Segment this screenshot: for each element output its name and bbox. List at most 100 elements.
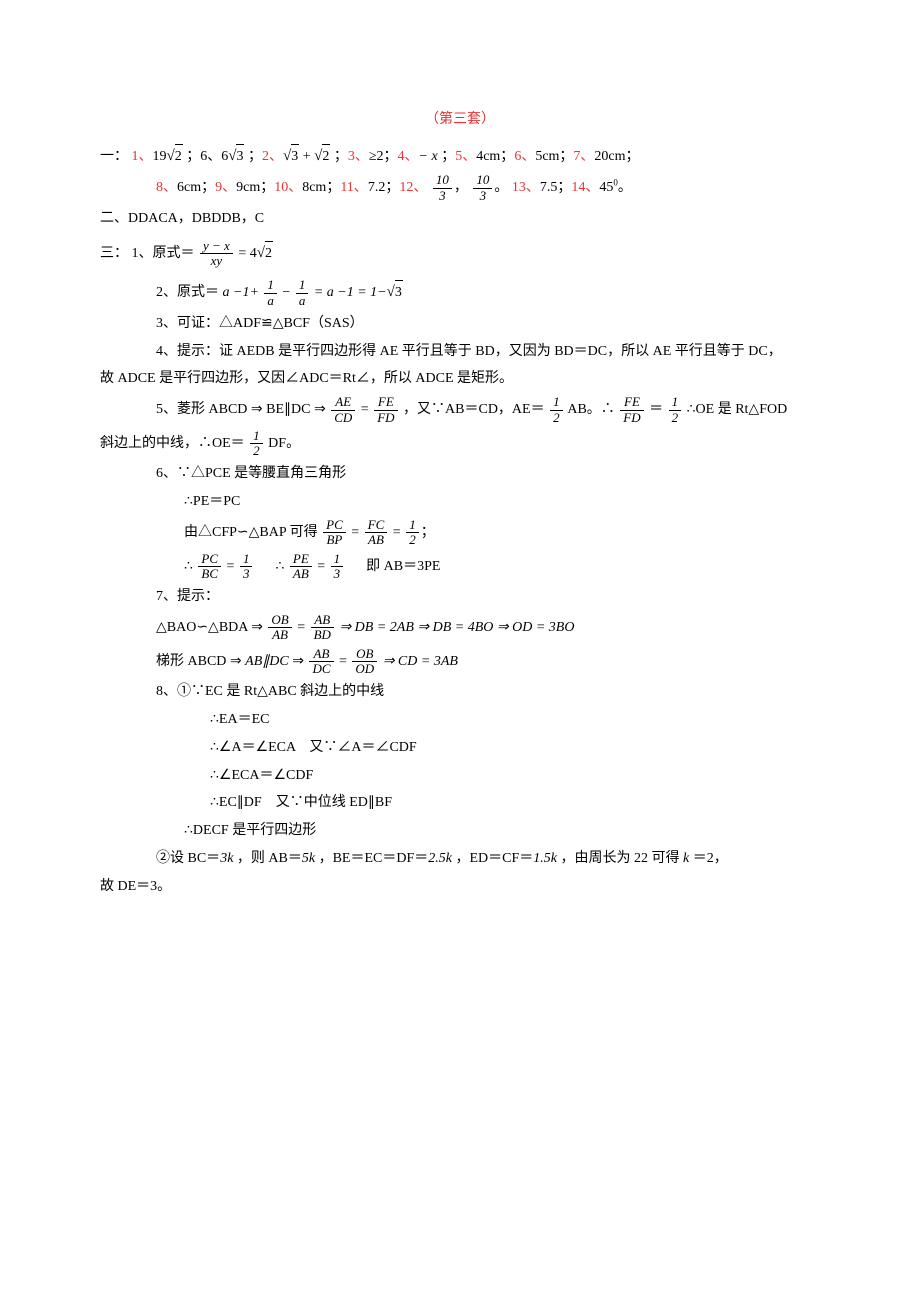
txt: ＝2， (693, 851, 728, 866)
arrow-icon: ⇒ (251, 402, 263, 417)
q2-prefix: 2、原式＝ (156, 285, 219, 300)
section-3-q2: 2、原式＝ a −1+ 1a − 1a = a −1 = 1−3 (100, 278, 820, 308)
q8-l2: ∴EA＝EC (100, 708, 820, 732)
section-3-q5a: 5、菱形 ABCD ⇒ BE∥DC ⇒ AECD = FEFD ，又∵AB＝CD… (100, 395, 820, 425)
frac-den: 2 (669, 411, 682, 425)
expr: a −1+ (223, 285, 259, 300)
frac-den: OD (352, 662, 377, 676)
frac-num: OB (352, 647, 377, 662)
frac-num: PC (323, 518, 346, 533)
arrow-icon: ⇒ (314, 402, 326, 417)
item-num: 10、 (274, 180, 302, 195)
txt: ，则 AB＝ (237, 851, 302, 866)
q7-l2: △BAO∽△BDA ⇒ OBAB = ABBD ⇒ DB = 2AB ⇒ DB … (100, 613, 820, 643)
item-num: 9、 (215, 180, 236, 195)
label-one: 一： (100, 149, 128, 164)
txt: DF。 (268, 436, 300, 451)
radicand: 3 (395, 280, 403, 305)
txt: ，ED＝CF＝ (455, 851, 533, 866)
txt: ，BE＝EC＝DF＝ (319, 851, 429, 866)
txt: 即 AB＝3PE (366, 559, 440, 574)
frac-den: 2 (550, 411, 563, 425)
frac-num: 1 (669, 395, 682, 410)
frac-den: 3 (240, 567, 253, 581)
txt: △BAO∽△BDA (156, 620, 248, 635)
frac-den: xy (200, 254, 233, 268)
txt: AB。∴ (567, 402, 614, 417)
frac-num: OB (268, 613, 291, 628)
frac-num: AB (311, 613, 334, 628)
frac-den: FD (374, 411, 397, 425)
frac-den: a (264, 294, 277, 308)
therefore: ∴ (184, 559, 193, 574)
frac-den: BC (198, 567, 221, 581)
frac-num: AE (331, 395, 355, 410)
txt: BE∥DC (266, 402, 310, 417)
section-3-q4b: 故 ADCE 是平行四边形，又因∠ADC＝Rt∠，所以 ADCE 是矩形。 (100, 367, 820, 391)
item-num: 2、 (262, 149, 283, 164)
q8-l1: 8、①∵EC 是 Rt△ABC 斜边上的中线 (100, 680, 820, 704)
q8-l7: ②设 BC＝3k ，则 AB＝5k ，BE＝EC＝DF＝2.5k ，ED＝CF＝… (100, 847, 820, 871)
frac-num: 1 (250, 429, 263, 444)
q8-l3: ∴∠A＝∠ECA 又∵∠A＝∠CDF (100, 736, 820, 760)
q8-l6: ∴DECF 是平行四边形 (100, 819, 820, 843)
frac-num: PC (198, 552, 221, 567)
item-num: 1、 (132, 149, 153, 164)
item-num: 13、 (512, 180, 540, 195)
eq: ＝ (649, 402, 663, 417)
frac-num: y − x (200, 239, 233, 254)
frac-num: PE (290, 552, 312, 567)
item-num: 7、 (573, 149, 594, 164)
q8-l4: ∴∠ECA＝∠CDF (100, 764, 820, 788)
txt: 5、菱形 ABCD (156, 402, 247, 417)
frac-num: 1 (240, 552, 253, 567)
frac-den: AB (268, 628, 291, 642)
frac-den: FD (620, 411, 643, 425)
frac-num: AB (309, 647, 333, 662)
minus: − (282, 285, 290, 300)
q7-l3: 梯形 ABCD ⇒ AB∥DC ⇒ ABDC = OBOD ⇒ CD = 3AB (100, 647, 820, 677)
frac-den: AB (365, 533, 388, 547)
frac-num: FC (365, 518, 388, 533)
txt: ②设 BC＝ (156, 851, 220, 866)
txt: ∴OE 是 Rt△FOD (687, 402, 788, 417)
frac-den: 3 (331, 567, 344, 581)
section-1-line-1: 一： 1、192 ；6、63 ；2、3 + 2 ；3、≥2；4、− x ；5、4… (100, 144, 820, 170)
page-title: （第三套） (100, 108, 820, 132)
txt: 斜边上的中线，∴OE＝ (100, 436, 245, 451)
frac-den: a (296, 294, 309, 308)
q7-l1: 7、提示： (100, 585, 820, 609)
section-2: 二、DDACA，DBDDB，C (100, 207, 820, 231)
q8-l5: ∴EC∥DF 又∵中位线 ED∥BF (100, 791, 820, 815)
section-3-q5b: 斜边上的中线，∴OE＝ 12 DF。 (100, 429, 820, 459)
item-num: 6、 (514, 149, 535, 164)
section-1-line-2: 8、6cm；9、9cm；10、8cm；11、7.2；12、 103， 103。 … (100, 173, 820, 203)
frac-num: 1 (550, 395, 563, 410)
item-num: 12、 (399, 180, 427, 195)
q6-l2: ∴PE＝PC (100, 490, 820, 514)
q1-prefix: 1、原式＝ (132, 246, 195, 261)
item-num: 8、 (156, 180, 177, 195)
parallel: AB∥DC (245, 654, 289, 669)
q8-l8: 故 DE＝3。 (100, 875, 820, 899)
txt: ，由周长为 22 可得 (561, 851, 680, 866)
item-num: 14、 (571, 180, 599, 195)
frac-den: AB (290, 567, 312, 581)
label-two: 二、 (100, 211, 128, 226)
section-3-q3: 3、可证：△ADF≌△BCF（SAS） (100, 312, 820, 336)
q6-l4: ∴ PCBC = 13 ∴ PEAB = 13 即 AB＝3PE (100, 552, 820, 582)
mc-answers: DDACA，DBDDB，C (128, 211, 264, 226)
item-num: 11、 (340, 180, 367, 195)
q6-l3: 由△CFP∽△BAP 可得 PCBP = FCAB = 12； (100, 518, 820, 548)
item-num: 4、 (398, 149, 419, 164)
frac-num: FE (620, 395, 643, 410)
txt: 由△CFP∽△BAP 可得 (184, 525, 318, 540)
frac-num: 1 (264, 278, 277, 293)
frac-num: FE (374, 395, 397, 410)
frac-den: BP (323, 533, 346, 547)
frac-num: 1 (331, 552, 344, 567)
chain: ⇒ DB = 2AB ⇒ DB = 4BO ⇒ OD = 3BO (339, 620, 574, 635)
document-page: （第三套） 一： 1、192 ；6、63 ；2、3 + 2 ；3、≥2；4、− … (0, 0, 920, 963)
var: k (683, 851, 689, 866)
therefore: ∴ (275, 559, 284, 574)
